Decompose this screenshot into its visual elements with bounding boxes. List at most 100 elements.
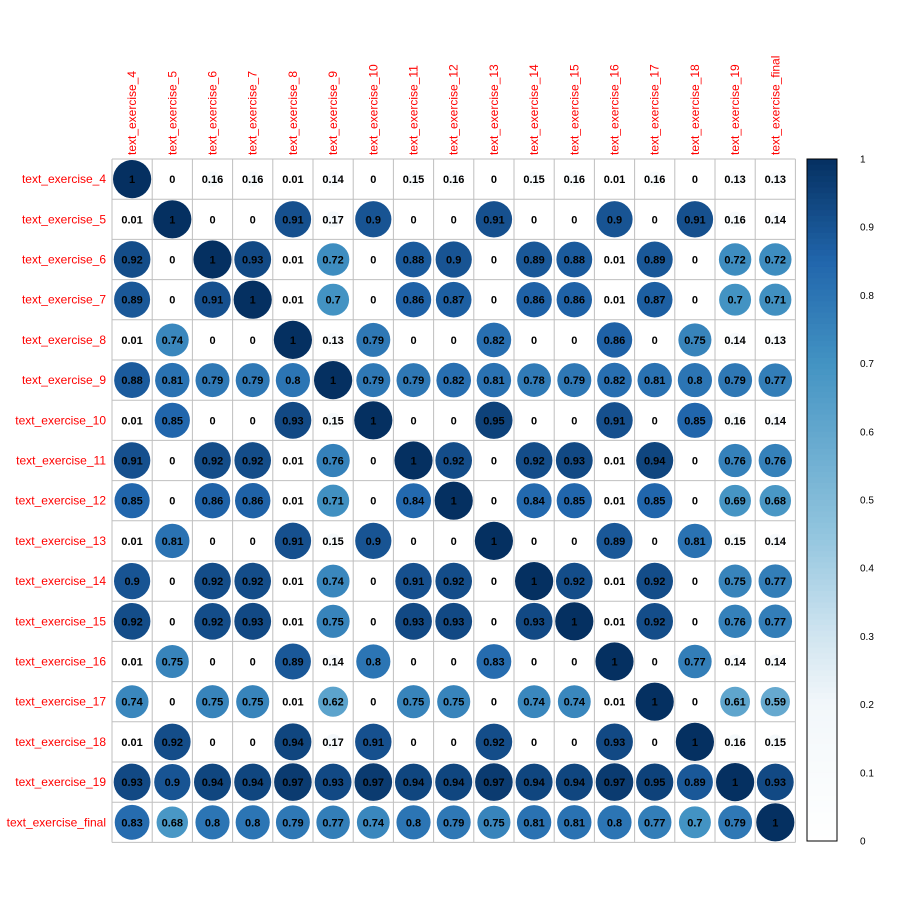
correlation-value: 0.88 [564, 255, 585, 267]
correlation-value: 0.13 [765, 174, 786, 186]
correlation-value: 0.75 [443, 697, 464, 709]
legend-color-step [807, 682, 837, 688]
correlation-value: 0 [169, 576, 175, 588]
correlation-value: 0.01 [604, 616, 625, 628]
correlation-value: 0.16 [644, 174, 665, 186]
correlation-value: 1 [250, 295, 256, 307]
legend-color-step [807, 597, 837, 603]
correlation-value: 0.91 [363, 737, 384, 749]
correlation-value: 0.85 [684, 415, 705, 427]
legend-color-step [807, 398, 837, 404]
row-label: text_exercise_14 [15, 574, 106, 588]
correlation-value: 1 [290, 335, 296, 347]
correlation-value: 0.01 [282, 255, 303, 267]
correlation-value: 0 [410, 335, 416, 347]
correlation-value: 0.92 [483, 737, 504, 749]
correlation-value: 0.14 [322, 174, 344, 186]
legend-color-step [807, 625, 837, 631]
correlation-value: 0.78 [523, 375, 544, 387]
row-label: text_exercise_10 [15, 413, 106, 427]
legend-color-step [807, 301, 837, 307]
correlation-value: 0.81 [162, 536, 183, 548]
legend-color-step [807, 335, 837, 341]
correlation-value: 0.14 [724, 335, 746, 347]
correlation-value: 0 [250, 415, 256, 427]
correlation-value: 0 [169, 255, 175, 267]
correlation-value: 0.91 [202, 295, 223, 307]
column-label: text_exercise_13 [487, 64, 501, 155]
correlation-value: 0 [571, 657, 577, 669]
legend-color-step [807, 705, 837, 711]
correlation-value: 0.85 [564, 496, 585, 508]
correlation-value: 0.92 [242, 456, 263, 468]
correlation-value: 0.7 [687, 817, 702, 829]
correlation-value: 0 [571, 415, 577, 427]
correlation-value: 0.9 [165, 777, 180, 789]
legend-color-step [807, 170, 837, 176]
correlation-value: 0.93 [242, 616, 263, 628]
correlation-value: 0.92 [242, 576, 263, 588]
legend-color-step [807, 796, 837, 802]
legend-color-step [807, 722, 837, 728]
row-label: text_exercise_13 [15, 534, 106, 548]
legend-color-step [807, 528, 837, 534]
legend-color-step [807, 801, 837, 807]
correlation-value: 1 [531, 576, 537, 588]
correlation-value: 0.8 [687, 375, 702, 387]
legend-color-step [807, 159, 837, 165]
correlation-value: 0.94 [403, 777, 425, 789]
legend-color-step [807, 295, 837, 301]
correlation-value: 0.14 [322, 657, 344, 669]
legend-tick-label: 0.5 [860, 496, 874, 507]
correlation-value: 0.94 [443, 777, 465, 789]
legend-color-step [807, 568, 837, 574]
correlation-value: 0.79 [282, 817, 303, 829]
correlation-value: 0 [451, 536, 457, 548]
correlation-value: 0.92 [202, 576, 223, 588]
legend-color-step [807, 574, 837, 580]
correlation-value: 0.92 [162, 737, 183, 749]
correlation-value: 0 [571, 737, 577, 749]
column-label: text_exercise_12 [447, 64, 461, 155]
correlation-value: 0.91 [604, 415, 625, 427]
correlation-value: 0.89 [523, 255, 544, 267]
column-label: text_exercise_5 [165, 71, 179, 155]
correlation-value: 0.97 [282, 777, 303, 789]
correlation-value: 0.94 [282, 737, 304, 749]
correlation-value: 1 [571, 616, 577, 628]
correlation-value: 0.79 [564, 375, 585, 387]
correlation-value: 0.91 [684, 214, 705, 226]
legend-color-step [807, 813, 837, 819]
correlation-value: 0 [652, 214, 658, 226]
correlation-value: 0.89 [282, 657, 303, 669]
correlation-value: 1 [652, 697, 658, 709]
correlation-value: 0.94 [644, 456, 666, 468]
correlation-value: 0.75 [724, 576, 745, 588]
correlation-value: 0.81 [162, 375, 183, 387]
legend-tick-label: 0.4 [860, 564, 874, 575]
correlation-value: 0 [451, 737, 457, 749]
row-label: text_exercise_17 [15, 695, 106, 709]
correlation-value: 0 [410, 214, 416, 226]
legend-tick-label: 0.1 [860, 768, 874, 779]
legend-color-step [807, 580, 837, 586]
correlation-value: 0.79 [403, 375, 424, 387]
legend-color-step [807, 557, 837, 563]
column-labels: text_exercise_4 text_exercise_5 text_exerc… [125, 56, 782, 155]
correlation-value: 0.97 [363, 777, 384, 789]
correlation-value: 0.13 [765, 335, 786, 347]
legend-color-step [807, 466, 837, 472]
correlation-value: 0 [250, 536, 256, 548]
correlation-value: 0 [571, 335, 577, 347]
column-label: text_exercise_15 [567, 64, 581, 155]
correlation-value: 0.94 [564, 777, 586, 789]
correlation-value: 0.01 [121, 335, 142, 347]
correlation-value: 1 [732, 777, 738, 789]
legend-color-step [807, 517, 837, 523]
correlation-value: 0.77 [684, 657, 705, 669]
legend-color-step [807, 710, 837, 716]
legend-color-step [807, 472, 837, 478]
correlation-value: 0.79 [202, 375, 223, 387]
correlation-value: 0.9 [607, 214, 622, 226]
correlation-value: 0 [250, 737, 256, 749]
